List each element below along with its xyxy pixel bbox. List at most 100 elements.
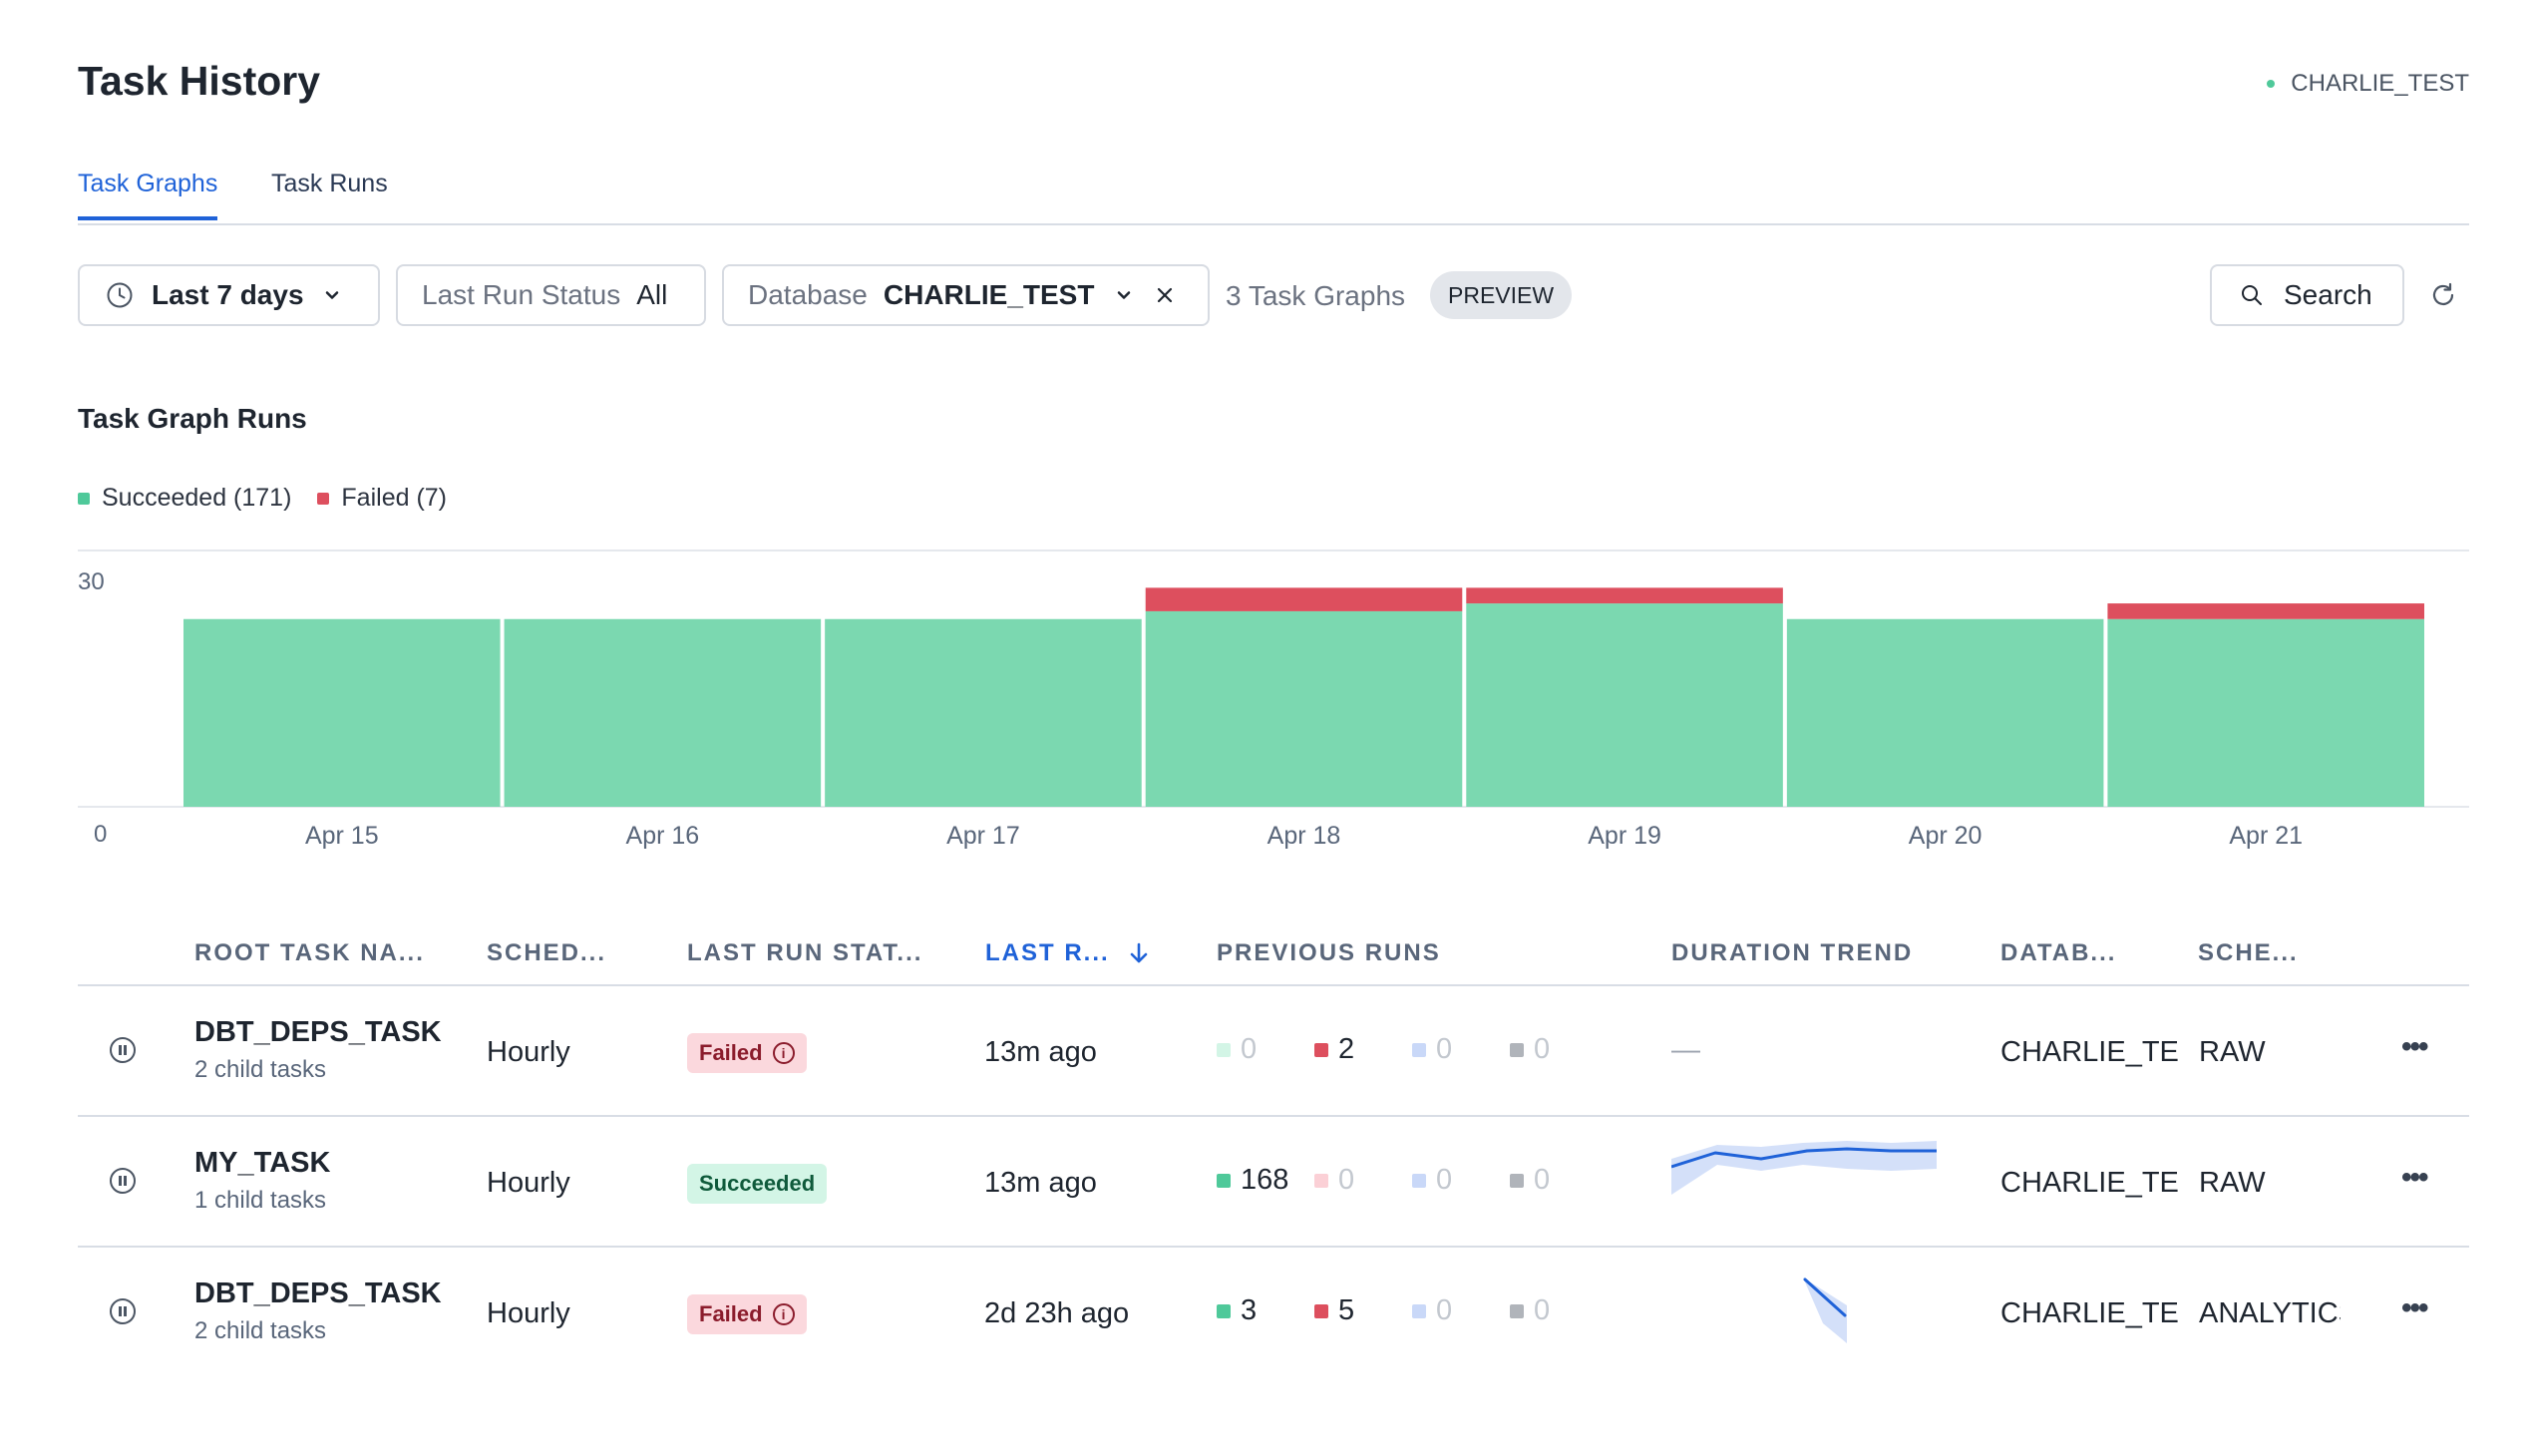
column-header-schema[interactable]: SCHE... [2198,939,2299,966]
bar-failed [1466,587,1783,604]
task-name[interactable]: DBT_DEPS_TASK [194,1016,442,1048]
run-count-cancelled: 0 [1412,1164,1452,1197]
last-run-cell: 2d 23h ago [984,1297,1130,1329]
time-range-value: Last 7 days [152,279,304,310]
child-task-count: 2 child tasks [194,1317,327,1344]
x-tick-label: Apr 19 [1588,822,1661,850]
run-count-skipped: 0 [1510,1033,1550,1066]
run-count-succeeded: 168 [1217,1164,1288,1197]
last-run-status-value: All [636,279,668,310]
table-row[interactable]: MY_TASK 1 child tasks Hourly Succeeded 1… [78,1115,2469,1247]
column-header-database[interactable]: DATAB... [2000,939,2117,966]
run-count-cancelled: 0 [1412,1294,1452,1327]
run-count-succeeded: 3 [1217,1294,1257,1327]
pause-icon[interactable] [110,1168,136,1194]
task-graph-count: 3 Task Graphs [1226,280,1406,311]
x-tick-label: Apr 15 [305,822,379,850]
x-tick-label: Apr 16 [626,822,700,850]
chart-legend: Succeeded (171) Failed (7) [78,484,473,513]
preview-badge: PREVIEW [1430,271,1573,319]
database-filter[interactable]: Database CHARLIE_TEST [722,264,1210,326]
legend-label-succeeded: Succeeded (171) [102,484,292,512]
pause-icon[interactable] [110,1298,136,1324]
duration-trend-sparkline [1803,1277,1847,1343]
tab-bar: Task Graphs Task Runs [78,162,2469,225]
search-button[interactable]: Search [2210,264,2404,326]
run-count-failed: 0 [1314,1164,1354,1197]
column-header-last-run[interactable]: LAST R... [985,939,1150,967]
database-filter-label: Database [748,279,868,310]
status-text: Succeeded [699,1171,816,1196]
bar-succeeded [183,618,501,807]
database-filter-value: CHARLIE_TEST [883,279,1095,310]
info-icon[interactable]: i [772,1303,795,1325]
legend-swatch-succeeded [78,492,90,505]
bar-failed [1145,587,1463,611]
schema-cell: ANALYTICS [2199,1297,2341,1329]
run-count-cancelled: 0 [1412,1033,1452,1066]
status-badge: Succeeded [687,1164,828,1204]
column-header-last-run-label: LAST R... [985,939,1110,966]
schema-cell: RAW [2199,1167,2266,1199]
column-header-root-task-name[interactable]: ROOT TASK NA... [194,939,425,966]
page-title: Task History [78,58,321,104]
last-run-cell: 13m ago [984,1036,1097,1068]
database-cell: CHARLIE_TE [2000,1167,2179,1199]
chevron-down-icon [325,291,338,299]
x-tick-label: Apr 21 [2229,822,2303,850]
duration-trend-empty: — [1671,1034,1700,1066]
previous-runs: 168 0 0 0 [1217,1164,1616,1204]
last-run-status-filter[interactable]: Last Run Status All [396,264,706,326]
x-tick-label: Apr 18 [1267,822,1341,850]
legend-item-failed: Failed (7) [317,484,447,513]
x-tick-label: Apr 20 [1909,822,1983,850]
schedule-cell: Hourly [487,1297,570,1329]
legend-item-succeeded: Succeeded (171) [78,484,291,513]
status-badge: Failed i [687,1033,807,1073]
chevron-down-icon [1118,291,1131,299]
tab-task-runs[interactable]: Task Runs [271,170,388,197]
chart-title: Task Graph Runs [78,403,307,434]
bar-failed [2107,603,2424,619]
child-task-count: 1 child tasks [194,1187,327,1214]
account-name: CHARLIE_TEST [2291,70,2469,97]
bar-succeeded [2107,618,2424,807]
bar-succeeded [1145,610,1463,807]
time-range-dropdown[interactable]: Last 7 days [78,264,380,326]
status-dot [2267,80,2276,88]
column-header-schedule[interactable]: SCHED... [487,939,607,966]
last-run-status-label: Last Run Status [422,279,621,310]
last-run-cell: 13m ago [984,1167,1097,1199]
close-icon[interactable] [1154,284,1176,306]
column-header-duration-trend: DURATION TREND [1671,939,1914,966]
info-icon[interactable]: i [772,1042,795,1064]
arrow-down-icon [1130,942,1147,963]
pause-icon[interactable] [110,1037,136,1063]
search-label: Search [2284,279,2372,310]
more-icon[interactable]: ••• [2401,1161,2428,1194]
bar-succeeded [504,618,822,807]
run-count-failed: 5 [1314,1294,1354,1327]
bar-succeeded [1786,618,2104,807]
status-badge: Failed i [687,1294,807,1334]
more-icon[interactable]: ••• [2401,1030,2428,1063]
previous-runs: 3 5 0 0 [1217,1294,1616,1334]
table-row[interactable]: DBT_DEPS_TASK 2 child tasks Hourly Faile… [78,1246,2469,1377]
column-header-last-run-status[interactable]: LAST RUN STAT... [687,939,923,966]
schema-cell: RAW [2199,1036,2266,1068]
table-row[interactable]: DBT_DEPS_TASK 2 child tasks Hourly Faile… [78,984,2469,1116]
refresh-icon[interactable] [2429,281,2457,309]
account-indicator: CHARLIE_TEST [2267,70,2469,98]
schedule-cell: Hourly [487,1167,570,1199]
duration-trend-sparkline [1671,1141,1937,1195]
task-name[interactable]: DBT_DEPS_TASK [194,1277,442,1309]
bar-succeeded [825,618,1142,807]
task-name[interactable]: MY_TASK [194,1147,331,1179]
legend-swatch-failed [317,492,330,505]
tab-task-graphs[interactable]: Task Graphs [78,170,218,220]
more-icon[interactable]: ••• [2401,1291,2428,1324]
run-count-skipped: 0 [1510,1294,1550,1327]
bar-succeeded [1466,603,1783,807]
previous-runs: 0 2 0 0 [1217,1033,1616,1073]
